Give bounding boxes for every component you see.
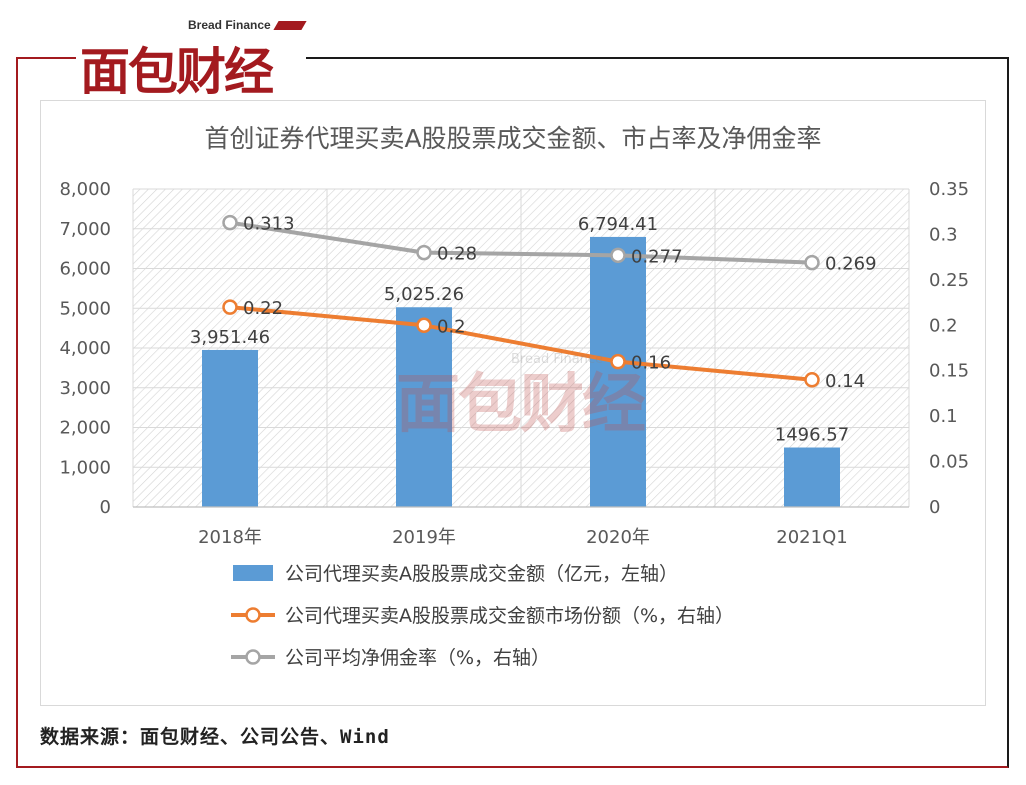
y-right-tick-label: 0.3 [929,224,958,245]
source-note: 数据来源：面包财经、公司公告、Wind [40,726,390,748]
legend: 公司代理买卖A股股票成交金额（亿元，左轴） 公司代理买卖A股股票成交金额市场份额（… [231,563,734,669]
y-left-tick-label: 6,000 [59,259,111,280]
line-marker [222,299,238,315]
y-left-tick-label: 3,000 [59,378,111,399]
line-value-label: 0.28 [437,244,477,265]
legend-swatch-marker [245,649,261,665]
line-value-label: 0.269 [825,254,877,275]
y-right-tick-label: 0 [929,497,940,518]
bar-value-label: 1496.57 [775,425,849,446]
series-line [229,220,813,265]
y-left-tick-label: 4,000 [59,338,111,359]
line-value-label: 0.2 [437,316,466,337]
axes: 0 1,000 2,000 3,000 4,000 5,000 6,000 7,000 8,00… [59,179,969,548]
chart-title: 首创证券代理买卖A股股票成交金额、市占率及净佣金率 [204,124,821,153]
y-right-tick-label: 0.05 [929,452,969,473]
y-left-tick-label: 2,000 [59,418,111,439]
legend-swatch-bar [233,565,273,581]
bar [784,447,840,507]
x-tick-label: 2018年 [198,527,262,548]
bar [202,349,258,507]
line-series [222,214,820,388]
frame-top-right-line [305,57,1009,59]
y-right-tick-label: 0.35 [929,179,969,200]
bar-value-label: 3,951.46 [190,327,270,348]
line-value-label: 0.313 [243,214,295,235]
line-marker [222,214,238,231]
line-marker [804,372,820,388]
legend-label: 公司代理买卖A股股票成交金额市场份额（%，右轴） [285,605,734,627]
brand-logo: Bread Finance 面包财经 [76,18,307,101]
x-tick-label: 2021Q1 [776,527,847,548]
logo-chinese-text: 面包财经 [80,43,274,101]
bar [396,307,452,507]
y-left-tick-label: 0 [100,497,111,518]
y-right-tick-label: 0.25 [929,270,969,291]
y-left-tick-label: 1,000 [59,457,111,478]
line-value-label: 0.14 [825,371,865,392]
bar-series [202,236,840,508]
watermark-english: Bread Finance [511,352,603,367]
series-line [229,305,813,382]
page-frame [16,58,1009,768]
bar [590,236,646,508]
legend-label: 公司平均净佣金率（%，右轴） [285,647,550,669]
y-left-tick-label: 7,000 [59,219,111,240]
y-right-tick-label: 0.2 [929,315,958,336]
line-marker [610,247,626,264]
watermark: Bread Finance 面包财经 [396,352,648,442]
line-value-label: 0.277 [631,246,683,267]
combo-chart: 首创证券代理买卖A股股票成交金额、市占率及净佣金率 Bread Finance … [59,124,969,669]
x-tick-label: 2019年 [392,527,456,548]
y-right-tick-label: 0.1 [929,406,958,427]
bar-value-label: 6,794.41 [578,214,658,235]
y-left-tick-label: 8,000 [59,179,111,200]
bar-value-label: 5,025.26 [384,284,464,305]
frame-top-left-line [16,57,76,59]
x-tick-label: 2020年 [586,527,650,548]
line-value-label: 0.22 [243,298,283,319]
line-marker [416,244,432,261]
y-right-tick-label: 0.15 [929,361,969,382]
legend-label: 公司代理买卖A股股票成交金额（亿元，左轴） [285,563,678,585]
legend-swatch-marker [245,607,261,623]
data-labels: 3,951.46 5,025.26 6,794.41 1496.57 0.22 0.2 0.… [190,214,877,446]
line-marker [804,254,820,271]
line-marker [610,353,626,370]
logo-accent-bar [273,21,307,30]
line-value-label: 0.16 [631,353,671,374]
line-marker [416,317,432,334]
chart-container: 首创证券代理买卖A股股票成交金额、市占率及净佣金率 Bread Finance … [40,100,986,706]
y-left-tick-label: 5,000 [59,298,111,319]
watermark-chinese: 面包财经 [396,368,646,442]
logo-english-text: Bread Finance [188,18,271,32]
